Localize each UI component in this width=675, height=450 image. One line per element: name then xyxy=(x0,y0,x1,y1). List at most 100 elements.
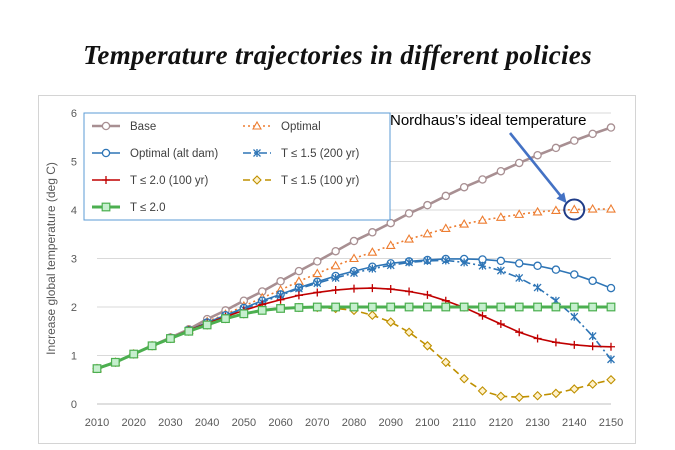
data-point-optimal-alt-dam xyxy=(588,276,597,286)
data-point-t-le-2-0 xyxy=(367,302,377,312)
annotation-arrow xyxy=(508,132,567,204)
data-point-t-le-2-0-100-yr xyxy=(368,284,377,293)
data-point-t-le-1-5-200-yr xyxy=(294,284,303,293)
data-point-t-le-2-0-100-yr xyxy=(276,295,285,304)
data-point-t-le-2-0 xyxy=(441,302,451,312)
data-point-t-le-2-0 xyxy=(312,302,322,312)
data-point-optimal xyxy=(330,260,341,270)
data-point-t-le-1-5-200-yr xyxy=(515,273,524,282)
annotation-text: Nordhaus’s ideal temperature xyxy=(390,112,587,129)
data-point-t-le-2-0-100-yr xyxy=(607,342,615,351)
data-point-base xyxy=(588,129,597,139)
data-point-t-le-2-0 xyxy=(514,302,524,312)
data-point-t-le-2-0 xyxy=(221,314,230,324)
x-tick-label: 2010 xyxy=(85,417,109,429)
x-tick-label: 2030 xyxy=(158,417,182,429)
data-point-optimal xyxy=(459,218,470,228)
data-point-base xyxy=(276,277,285,286)
legend-marker-optimal xyxy=(252,120,262,130)
data-point-t-le-1-5-200-yr xyxy=(423,256,432,265)
data-point-t-le-2-0 xyxy=(184,326,194,336)
x-tick-label: 2120 xyxy=(489,417,513,429)
data-point-base xyxy=(441,191,451,201)
data-point-t-le-2-0 xyxy=(588,302,598,312)
data-point-t-le-2-0-100-yr xyxy=(350,284,358,293)
data-point-t-le-1-5-100-yr xyxy=(404,327,414,337)
data-point-t-le-1-5-200-yr xyxy=(588,332,597,341)
data-point-t-le-1-5-200-yr xyxy=(313,279,322,288)
legend-label-t-le-1-5-200-yr: T ≤ 1.5 (200 yr) xyxy=(281,148,359,160)
data-point-base xyxy=(404,209,414,218)
data-point-t-le-1-5-100-yr xyxy=(606,374,616,385)
y-tick-label: 5 xyxy=(71,157,77,169)
data-point-t-le-1-5-200-yr xyxy=(478,261,487,270)
data-point-t-le-2-0 xyxy=(147,341,157,351)
data-point-base xyxy=(423,200,432,210)
data-point-t-le-1-5-200-yr xyxy=(386,261,395,270)
data-point-base xyxy=(533,150,542,160)
data-point-t-le-2-0 xyxy=(423,302,432,312)
x-tick-label: 2040 xyxy=(195,417,219,429)
y-tick-label: 6 xyxy=(71,108,77,120)
data-point-optimal xyxy=(587,203,598,213)
data-point-t-le-1-5-100-yr xyxy=(496,391,506,402)
data-point-t-le-1-5-200-yr xyxy=(607,355,615,364)
data-point-optimal xyxy=(532,206,543,216)
data-point-base xyxy=(570,136,579,145)
data-point-t-le-2-0 xyxy=(294,303,304,312)
data-point-t-le-2-0-100-yr xyxy=(405,287,414,296)
x-tick-label: 2050 xyxy=(232,417,256,429)
legend-item-t-le-2-0: T ≤ 2.0 xyxy=(92,202,166,214)
data-point-t-le-2-0-100-yr xyxy=(515,328,524,337)
x-tick-label: 2140 xyxy=(562,417,586,429)
data-point-base xyxy=(478,175,487,184)
x-tick-label: 2060 xyxy=(268,417,292,429)
legend-item-t-le-1-5-100-yr: T ≤ 1.5 (100 yr) xyxy=(243,175,359,187)
legend-marker-t-le-2-0-100-yr xyxy=(102,176,110,184)
data-point-t-le-1-5-200-yr xyxy=(350,269,358,278)
data-point-optimal xyxy=(422,228,433,238)
data-point-t-le-2-0-100-yr xyxy=(313,288,322,297)
series-line-t-le-2-0-100-yr xyxy=(96,287,612,370)
data-point-optimal xyxy=(477,215,488,224)
data-point-t-le-2-0 xyxy=(92,364,102,373)
data-point-t-le-2-0 xyxy=(239,309,249,319)
legend-marker-optimal-alt-dam xyxy=(101,148,111,158)
data-point-t-le-2-0 xyxy=(478,302,487,312)
data-point-t-le-2-0 xyxy=(129,349,139,359)
legend-label-t-le-2-0-100-yr: T ≤ 2.0 (100 yr) xyxy=(130,175,208,187)
series-base xyxy=(92,123,616,373)
series-t-le-2-0-100-yr xyxy=(93,284,615,373)
legend-item-base: Base xyxy=(92,121,156,133)
legend-item-t-le-1-5-200-yr: T ≤ 1.5 (200 yr) xyxy=(243,148,359,160)
data-point-base xyxy=(294,266,304,276)
data-point-optimal-alt-dam xyxy=(551,265,561,274)
data-point-t-le-1-5-200-yr xyxy=(368,264,377,273)
series-layer xyxy=(92,123,616,402)
x-tick-label: 2150 xyxy=(599,417,623,429)
data-point-t-le-2-0 xyxy=(386,302,396,312)
data-point-base xyxy=(606,123,616,132)
data-point-t-le-2-0 xyxy=(166,334,175,343)
data-point-optimal xyxy=(495,212,506,221)
data-point-t-le-2-0 xyxy=(110,357,120,367)
data-point-t-le-2-0 xyxy=(569,302,579,312)
y-tick-label: 1 xyxy=(71,351,77,363)
annotation-circle xyxy=(563,198,586,221)
x-tick-label: 2080 xyxy=(342,417,366,429)
y-tick-label: 2 xyxy=(71,302,77,314)
data-point-optimal xyxy=(514,209,525,218)
data-point-t-le-1-5-200-yr xyxy=(460,258,469,267)
data-point-t-le-2-0-100-yr xyxy=(570,340,579,349)
data-point-t-le-1-5-200-yr xyxy=(441,256,450,265)
data-point-t-le-2-0-100-yr xyxy=(496,319,505,328)
data-point-optimal xyxy=(606,203,616,213)
data-point-t-le-2-0-100-yr xyxy=(551,338,560,347)
data-point-t-le-2-0 xyxy=(496,302,506,312)
data-point-t-le-2-0 xyxy=(202,320,212,330)
data-point-base xyxy=(514,158,524,168)
data-point-t-le-2-0-100-yr xyxy=(386,285,395,294)
data-point-t-le-2-0-100-yr xyxy=(423,290,432,299)
data-point-t-le-1-5-100-yr xyxy=(477,386,488,396)
data-point-t-le-2-0-100-yr xyxy=(478,311,487,320)
